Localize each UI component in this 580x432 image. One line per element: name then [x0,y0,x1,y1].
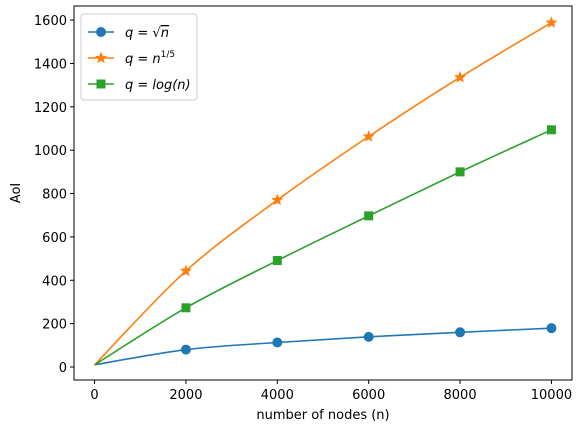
series-3-marker [455,167,465,177]
series-1-marker [455,327,466,338]
series-1-marker [272,337,283,348]
x-tick-label: 10000 [531,388,572,403]
legend-label-1: q = √n [125,26,169,41]
x-axis-label: number of nodes (n) [256,408,389,423]
series-3-marker [364,211,374,221]
series-1-marker [363,331,374,342]
series-layer [94,16,558,366]
legend-marker-1 [96,27,106,37]
y-tick-label: 600 [42,231,67,246]
y-axis-ticks: 0 200 400 600 800 1000 1200 1400 1600 [34,14,74,376]
plot-frame [73,5,573,381]
y-tick-label: 0 [59,361,67,376]
series-1-marker [180,344,191,355]
x-tick-label: 2000 [169,388,202,403]
x-tick-label: 0 [90,388,98,403]
x-tick-label: 4000 [261,388,294,403]
series-1-marker [546,323,557,334]
series-line-2 [94,22,552,366]
legend-marker-2 [94,51,108,64]
series-line-1 [94,327,552,366]
series-3-marker [546,125,556,135]
series-3-marker [272,256,282,266]
series-line-3 [94,129,552,366]
y-tick-label: 400 [42,274,67,289]
y-tick-label: 1000 [34,144,67,159]
legend-label-2: q = n1/5 [125,50,175,67]
series-2-marker [362,130,375,142]
y-tick-label: 1400 [34,57,67,72]
series-2-marker [454,70,467,83]
x-axis-ticks: 0 2000 4000 6000 8000 10000 [90,380,572,403]
series-2-marker [545,16,558,28]
y-tick-label: 1600 [34,14,67,29]
series-2-marker [271,193,284,206]
legend: q = √n q = n1/5 q = log(n) [80,13,198,101]
y-axis-label: AoI [9,183,24,203]
x-tick-label: 8000 [444,388,477,403]
legend-marker-3 [96,79,106,89]
series-2-marker [179,264,192,277]
series-3-marker [181,303,191,313]
y-tick-label: 1200 [34,101,67,116]
legend-label-3: q = log(n) [125,78,191,93]
x-tick-label: 6000 [352,388,385,403]
y-tick-label: 200 [42,318,67,333]
y-tick-label: 800 [42,188,67,203]
legend-box [80,13,198,101]
